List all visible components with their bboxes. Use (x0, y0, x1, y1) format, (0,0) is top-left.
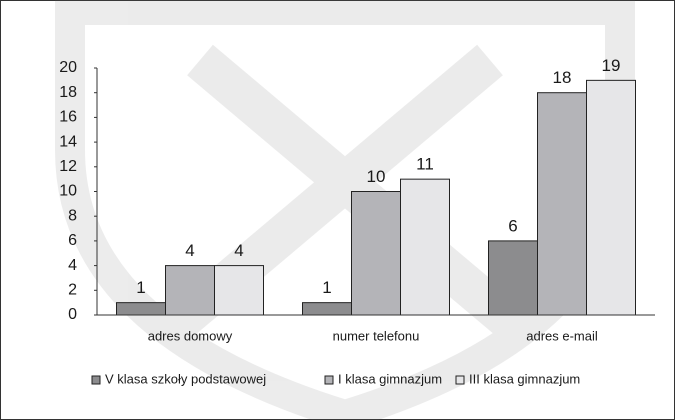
y-tick-label: 4 (68, 257, 77, 274)
x-tick-label: numer telefonu (333, 328, 420, 343)
y-tick-label: 2 (68, 282, 77, 299)
bar (215, 266, 264, 315)
legend-swatch (325, 376, 333, 384)
data-label: 10 (367, 167, 386, 186)
bar (538, 93, 587, 315)
bar (166, 266, 215, 315)
y-tick-label: 14 (59, 133, 77, 150)
chart: 02468101214161820adres domowy144numer te… (0, 0, 675, 420)
y-tick-label: 16 (59, 109, 77, 126)
legend-swatch (456, 376, 464, 384)
y-tick-label: 12 (59, 158, 77, 175)
data-label: 11 (416, 155, 434, 174)
data-label: 6 (508, 216, 517, 235)
y-tick-label: 10 (59, 183, 77, 200)
data-label: 19 (602, 56, 621, 75)
y-tick-label: 20 (59, 59, 77, 76)
data-label: 1 (322, 278, 331, 297)
y-tick-label: 18 (59, 84, 77, 101)
data-label: 4 (234, 241, 243, 260)
bar (401, 179, 450, 315)
bar (489, 241, 538, 315)
y-tick-label: 8 (68, 207, 77, 224)
x-tick-label: adres e-mail (526, 328, 598, 343)
bar (117, 303, 166, 315)
legend-label: V klasa szkoły podstawowej (105, 371, 266, 386)
legend-label: I klasa gimnazjum (338, 371, 442, 386)
legend-swatch (92, 376, 100, 384)
bar (587, 80, 636, 315)
data-label: 18 (553, 68, 572, 87)
y-tick-label: 0 (68, 306, 77, 323)
bar (352, 192, 401, 316)
data-label: 1 (136, 278, 145, 297)
legend-label: III klasa gimnazjum (469, 371, 580, 386)
y-tick-label: 6 (68, 232, 77, 249)
x-tick-label: adres domowy (148, 328, 233, 343)
data-label: 4 (185, 241, 194, 260)
bar (303, 303, 352, 315)
